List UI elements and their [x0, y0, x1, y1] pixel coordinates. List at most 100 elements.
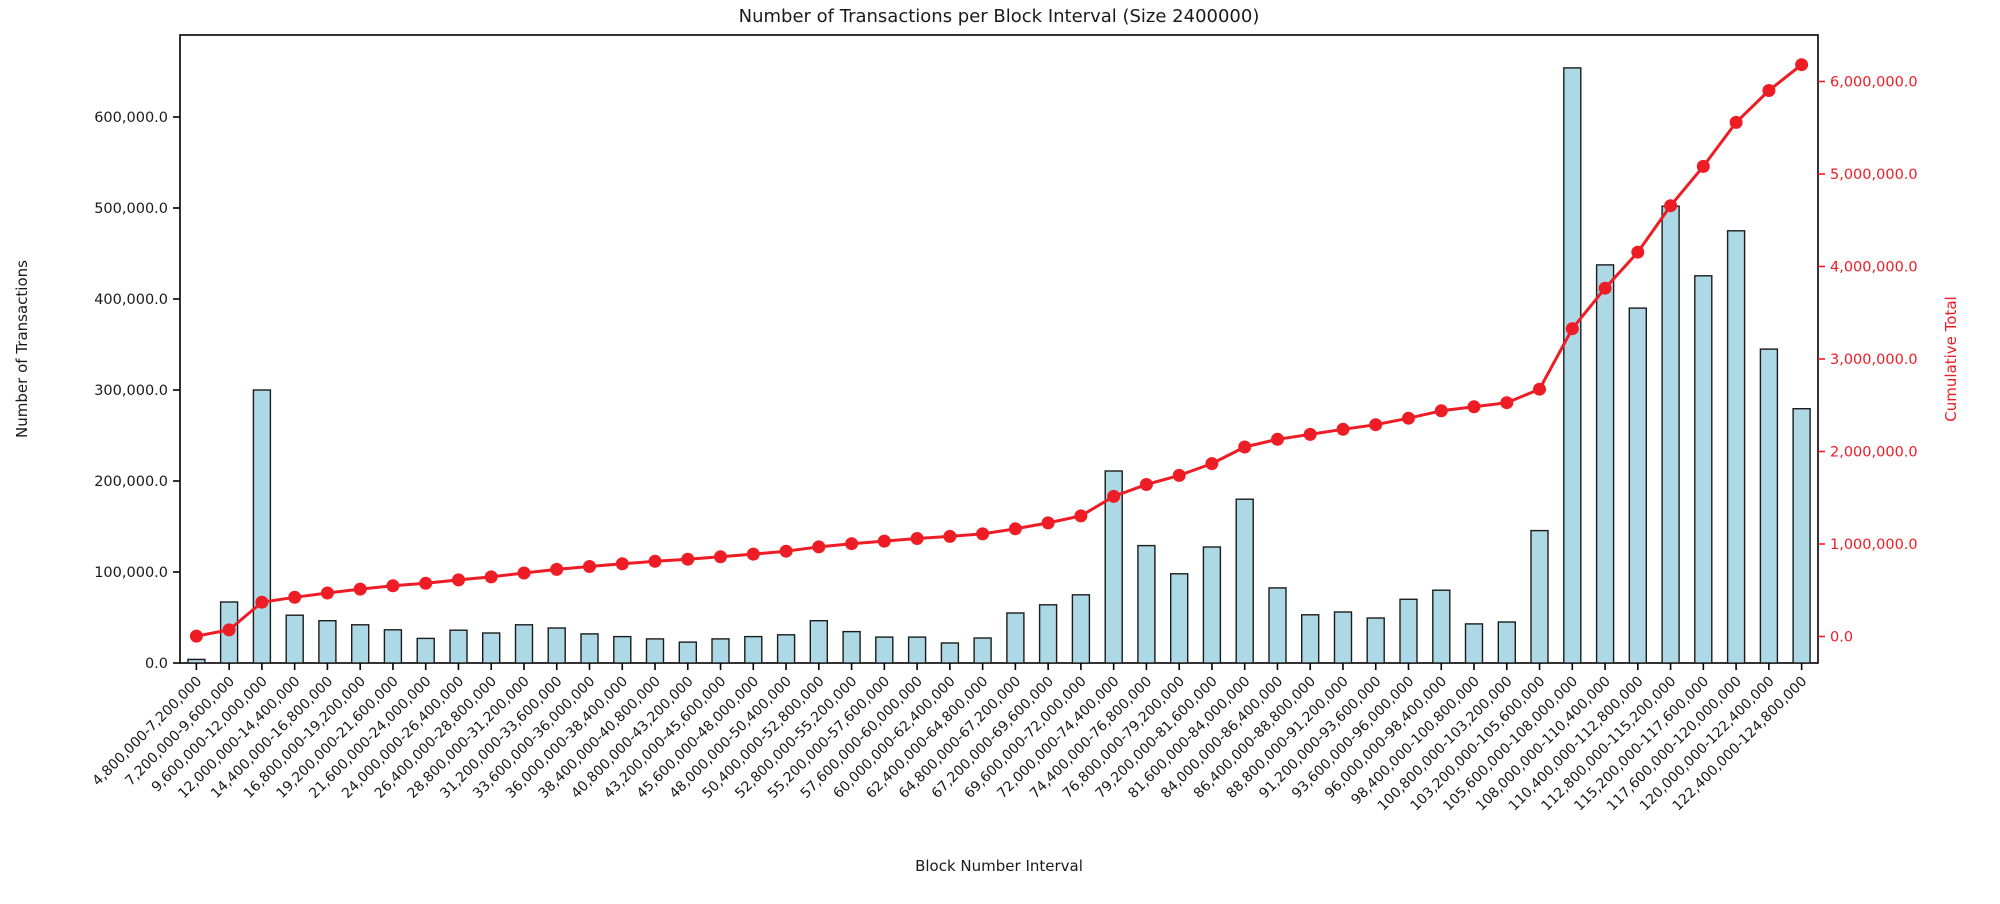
- left-tick-label-2: 200,000.0: [94, 474, 168, 490]
- cumulative-point-33: [1271, 432, 1284, 446]
- cumulative-point-40: [1500, 396, 1514, 410]
- bar-49: [1792, 408, 1811, 664]
- bar-25: [1006, 612, 1025, 664]
- cumulative-point-24: [976, 527, 990, 541]
- cumulative-point-28: [1107, 489, 1121, 503]
- cumulative-point-15: [681, 552, 695, 566]
- right-tick-label-3: 3,000,000.0: [1830, 352, 1918, 368]
- cumulative-point-23: [943, 529, 957, 543]
- bar-34: [1300, 614, 1320, 664]
- bar-37: [1399, 598, 1418, 664]
- bar-16: [711, 638, 730, 664]
- bar-38: [1432, 589, 1451, 664]
- bar-2: [252, 389, 272, 664]
- left-axis-ticks: 0.0 100,000.0 200,000.0 300,000.0 400,000.0 5…: [94, 110, 180, 672]
- chart-title: Number of Transactions per Block Interva…: [739, 6, 1260, 27]
- bar-44: [1628, 307, 1648, 664]
- cumulative-point-31: [1205, 457, 1219, 471]
- right-tick-label-4: 4,000,000.0: [1830, 260, 1918, 276]
- right-tick-label-6: 6,000,000.0: [1830, 75, 1918, 91]
- bar-45: [1661, 205, 1680, 664]
- bar-31: [1202, 546, 1222, 664]
- cumulative-point-5: [353, 582, 367, 596]
- cumulative-point-26: [1041, 516, 1055, 530]
- right-axis-ticks: 0.0 1,000,000.0 2,000,000.0 3,000,000.0 4,00…: [1818, 75, 1918, 646]
- bar-40: [1497, 621, 1517, 664]
- right-tick-label-5: 5,000,000.0: [1830, 167, 1918, 183]
- cumulative-point-14: [648, 554, 662, 568]
- bar-7: [416, 637, 435, 664]
- cumulative-point-22: [910, 532, 924, 545]
- right-tick-label-2: 2,000,000.0: [1830, 445, 1918, 461]
- bar-29: [1137, 544, 1156, 664]
- y-axis-label-left: Number of Transactions: [13, 260, 31, 438]
- bar-4: [318, 620, 337, 664]
- cumulative-point-3: [288, 590, 302, 604]
- cumulative-point-17: [746, 547, 760, 561]
- left-tick-label-0: 0.0: [145, 656, 168, 672]
- bar-30: [1169, 573, 1189, 664]
- cumulative-point-25: [1008, 522, 1022, 536]
- cumulative-point-16: [714, 550, 727, 564]
- x-axis-label: Block Number Interval: [915, 857, 1083, 875]
- cumulative-point-39: [1467, 400, 1481, 414]
- bar-20: [842, 630, 861, 664]
- bar-22: [907, 636, 927, 664]
- cumulative-point-27: [1074, 509, 1088, 523]
- cumulative-point-10: [517, 566, 531, 580]
- bar-15: [678, 641, 697, 664]
- y-axis-label-right: Cumulative Total: [1942, 296, 1960, 421]
- cumulative-point-21: [877, 534, 891, 548]
- cumulative-point-19: [812, 540, 826, 554]
- bar-43: [1595, 264, 1615, 664]
- bar-13: [613, 635, 632, 664]
- bar-12: [580, 633, 599, 664]
- cumulative-point-34: [1303, 427, 1317, 441]
- bar-17: [744, 635, 763, 664]
- bar-36: [1366, 617, 1385, 664]
- bar-27: [1071, 594, 1091, 664]
- cumulative-point-9: [484, 570, 498, 584]
- bar-41: [1530, 529, 1549, 664]
- cumulative-points: [189, 58, 1809, 643]
- cumulative-point-2: [255, 595, 269, 609]
- cumulative-point-12: [583, 560, 596, 573]
- x-tick-labels: 4,800,000-7,200,0007,200,000-9,600,0009,…: [90, 674, 1811, 815]
- cumulative-point-29: [1139, 478, 1153, 491]
- cumulative-point-43: [1598, 281, 1612, 295]
- cumulative-point-38: [1434, 404, 1448, 418]
- cumulative-point-8: [452, 573, 465, 587]
- left-tick-label-6: 600,000.0: [94, 110, 168, 126]
- bar-9: [482, 632, 501, 664]
- bar-0: [187, 658, 206, 664]
- bar-21: [875, 636, 894, 664]
- cumulative-point-49: [1795, 58, 1809, 72]
- bar-46: [1694, 275, 1713, 664]
- bar-23: [940, 642, 960, 664]
- cumulative-point-7: [419, 576, 433, 590]
- bar-19: [809, 620, 828, 664]
- bar-10: [514, 624, 534, 664]
- cumulative-point-44: [1631, 245, 1645, 259]
- cumulative-point-35: [1336, 422, 1350, 436]
- left-tick-label-1: 100,000.0: [94, 565, 168, 581]
- bar-42: [1563, 67, 1582, 664]
- cumulative-point-30: [1172, 468, 1186, 482]
- right-tick-label-0: 0.0: [1830, 630, 1853, 646]
- bar-35: [1333, 611, 1353, 664]
- left-tick-label-3: 300,000.0: [94, 383, 168, 399]
- cumulative-point-6: [386, 579, 400, 593]
- cumulative-point-0: [189, 629, 203, 643]
- bar-39: [1464, 623, 1484, 664]
- bar-48: [1759, 348, 1779, 664]
- left-tick-label-5: 500,000.0: [94, 201, 168, 217]
- cumulative-point-42: [1565, 322, 1579, 336]
- bar-6: [383, 629, 403, 664]
- cumulative-point-37: [1402, 411, 1415, 425]
- right-tick-label-1: 1,000,000.0: [1830, 537, 1918, 553]
- bar-8: [449, 629, 468, 664]
- left-tick-label-4: 400,000.0: [94, 292, 168, 308]
- cumulative-point-13: [615, 557, 629, 571]
- cumulative-point-41: [1533, 382, 1546, 396]
